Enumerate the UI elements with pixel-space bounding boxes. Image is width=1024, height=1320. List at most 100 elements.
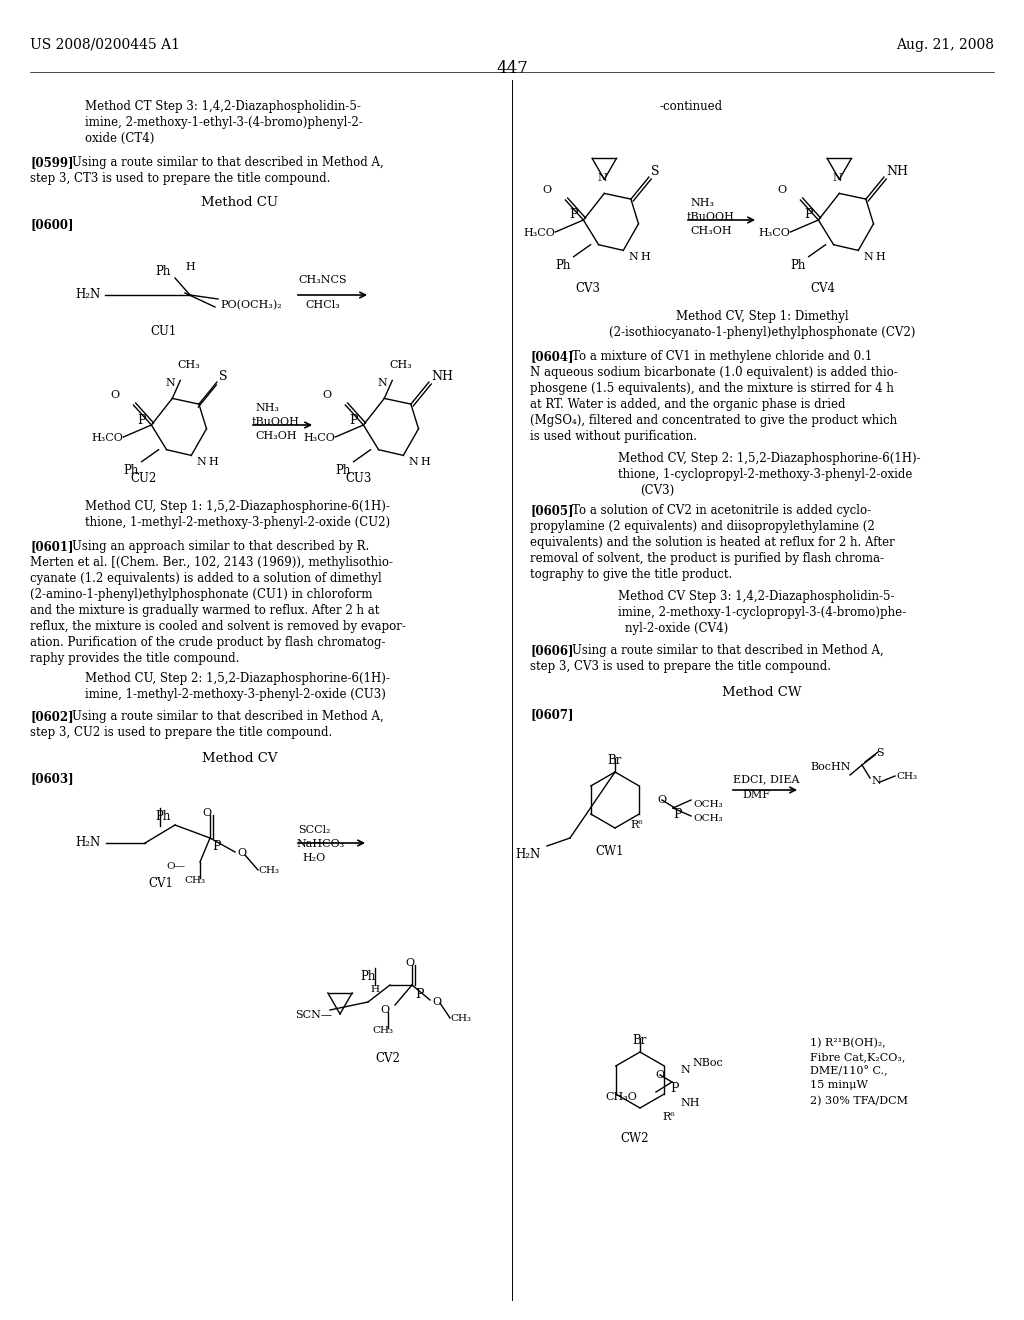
Text: (MgSO₄), filtered and concentrated to give the product which: (MgSO₄), filtered and concentrated to gi… (530, 414, 897, 426)
Text: DME/110° C.,: DME/110° C., (810, 1067, 888, 1077)
Text: H₃CO: H₃CO (303, 433, 335, 444)
Text: N: N (833, 173, 842, 183)
Text: CH₃: CH₃ (389, 360, 412, 371)
Text: reflux, the mixture is cooled and solvent is removed by evapor-: reflux, the mixture is cooled and solven… (30, 620, 406, 634)
Text: N: N (409, 458, 418, 467)
Text: oxide (CT4): oxide (CT4) (85, 132, 155, 145)
Text: EDCI, DIEA: EDCI, DIEA (733, 774, 800, 784)
Text: H: H (640, 252, 650, 263)
Text: -continued: -continued (660, 100, 723, 114)
Text: step 3, CT3 is used to prepare the title compound.: step 3, CT3 is used to prepare the title… (30, 172, 331, 185)
Text: CU1: CU1 (150, 325, 176, 338)
Text: CH₃: CH₃ (450, 1014, 471, 1023)
Text: H₂N: H₂N (75, 288, 100, 301)
Text: O: O (657, 795, 667, 805)
Text: S: S (876, 748, 884, 758)
Text: N: N (197, 458, 206, 467)
Text: CU2: CU2 (130, 473, 157, 484)
Text: Ph: Ph (360, 970, 376, 983)
Text: H: H (876, 252, 885, 263)
Text: S: S (651, 165, 659, 178)
Text: thione, 1-methyl-2-methoxy-3-phenyl-2-oxide (CU2): thione, 1-methyl-2-methoxy-3-phenyl-2-ox… (85, 516, 390, 529)
Text: H₂N: H₂N (75, 836, 100, 849)
Text: step 3, CV3 is used to prepare the title compound.: step 3, CV3 is used to prepare the title… (530, 660, 831, 673)
Text: R⁶: R⁶ (630, 820, 643, 830)
Text: (2-isothiocyanato-1-phenyl)ethylphosphonate (CV2): (2-isothiocyanato-1-phenyl)ethylphosphon… (609, 326, 915, 339)
Text: CH₃: CH₃ (258, 866, 279, 875)
Text: and the mixture is gradually warmed to reflux. After 2 h at: and the mixture is gradually warmed to r… (30, 605, 379, 616)
Text: (CV3): (CV3) (640, 484, 674, 498)
Text: imine, 2-methoxy-1-ethyl-3-(4-bromo)phenyl-2-: imine, 2-methoxy-1-ethyl-3-(4-bromo)phen… (85, 116, 362, 129)
Text: [0605]: [0605] (530, 504, 573, 517)
Text: NH: NH (431, 370, 453, 383)
Text: CW1: CW1 (595, 845, 624, 858)
Text: tBuOOH: tBuOOH (687, 213, 735, 222)
Text: H₃CO: H₃CO (91, 433, 123, 444)
Text: NBoc: NBoc (692, 1059, 723, 1068)
Text: N: N (378, 379, 387, 388)
Text: CV3: CV3 (575, 282, 600, 294)
Text: 15 minμW: 15 minμW (810, 1080, 868, 1090)
Text: O: O (237, 847, 246, 858)
Text: H₃CO: H₃CO (523, 228, 555, 238)
Text: Ph: Ph (155, 265, 170, 279)
Text: CH₃O: CH₃O (605, 1092, 637, 1102)
Text: NH: NH (886, 165, 908, 178)
Text: NH₃: NH₃ (690, 198, 714, 209)
Text: R⁶: R⁶ (662, 1111, 675, 1122)
Text: Br: Br (632, 1034, 646, 1047)
Text: CH₃OH: CH₃OH (690, 226, 731, 236)
Text: O: O (406, 958, 415, 968)
Text: Method CV, Step 2: 1,5,2-Diazaphosphorine-6(1H)-: Method CV, Step 2: 1,5,2-Diazaphosphorin… (618, 451, 921, 465)
Text: Br: Br (607, 754, 622, 767)
Text: O: O (777, 185, 786, 195)
Text: P: P (212, 840, 220, 853)
Text: CH₃NCS: CH₃NCS (298, 275, 347, 285)
Text: O: O (203, 808, 212, 818)
Text: Using an approach similar to that described by R.: Using an approach similar to that descri… (72, 540, 370, 553)
Text: CW2: CW2 (620, 1133, 648, 1144)
Text: ation. Purification of the crude product by flash chromatog-: ation. Purification of the crude product… (30, 636, 385, 649)
Text: CV2: CV2 (375, 1052, 400, 1065)
Text: equivalents) and the solution is heated at reflux for 2 h. After: equivalents) and the solution is heated … (530, 536, 895, 549)
Text: CH₃: CH₃ (184, 876, 206, 884)
Text: tBuOOH: tBuOOH (252, 417, 300, 426)
Text: imine, 1-methyl-2-methoxy-3-phenyl-2-oxide (CU3): imine, 1-methyl-2-methoxy-3-phenyl-2-oxi… (85, 688, 386, 701)
Text: P: P (415, 987, 424, 1001)
Text: is used without purification.: is used without purification. (530, 430, 697, 444)
Text: CH₃: CH₃ (896, 772, 918, 781)
Text: BocHN: BocHN (810, 762, 851, 772)
Text: N: N (629, 252, 638, 263)
Text: N aqueous sodium bicarbonate (1.0 equivalent) is added thio-: N aqueous sodium bicarbonate (1.0 equiva… (530, 366, 898, 379)
Text: DMF: DMF (742, 789, 770, 800)
Text: N: N (680, 1065, 690, 1074)
Text: Using a route similar to that described in Method A,: Using a route similar to that described … (72, 710, 384, 723)
Text: imine, 2-methoxy-1-cyclopropyl-3-(4-bromo)phe-: imine, 2-methoxy-1-cyclopropyl-3-(4-brom… (618, 606, 906, 619)
Text: Ph: Ph (335, 463, 350, 477)
Text: P: P (804, 209, 812, 222)
Text: P: P (673, 808, 682, 821)
Text: Using a route similar to that described in Method A,: Using a route similar to that described … (572, 644, 884, 657)
Text: 447: 447 (496, 59, 528, 77)
Text: N: N (863, 252, 873, 263)
Text: CHCl₃: CHCl₃ (305, 300, 340, 310)
Text: NH: NH (680, 1098, 699, 1107)
Text: Ph: Ph (155, 810, 170, 822)
Text: CH₃OH: CH₃OH (255, 432, 297, 441)
Text: Ph: Ph (791, 259, 806, 272)
Text: P: P (569, 209, 578, 222)
Text: Merten et al. [(Chem. Ber., 102, 2143 (1969)), methylisothio-: Merten et al. [(Chem. Ber., 102, 2143 (1… (30, 556, 393, 569)
Text: H: H (420, 458, 430, 467)
Text: Using a route similar to that described in Method A,: Using a route similar to that described … (72, 156, 384, 169)
Text: [0606]: [0606] (530, 644, 573, 657)
Text: 2) 30% TFA/DCM: 2) 30% TFA/DCM (810, 1096, 908, 1106)
Text: Aug. 21, 2008: Aug. 21, 2008 (896, 38, 994, 51)
Text: at RT. Water is added, and the organic phase is dried: at RT. Water is added, and the organic p… (530, 399, 846, 411)
Text: [0601]: [0601] (30, 540, 74, 553)
Text: CU3: CU3 (345, 473, 372, 484)
Text: [0600]: [0600] (30, 218, 74, 231)
Text: Ph: Ph (555, 259, 570, 272)
Text: Method CV: Method CV (203, 752, 278, 766)
Text: H₂N: H₂N (515, 847, 541, 861)
Text: propylamine (2 equivalents) and diisopropylethylamine (2: propylamine (2 equivalents) and diisopro… (530, 520, 874, 533)
